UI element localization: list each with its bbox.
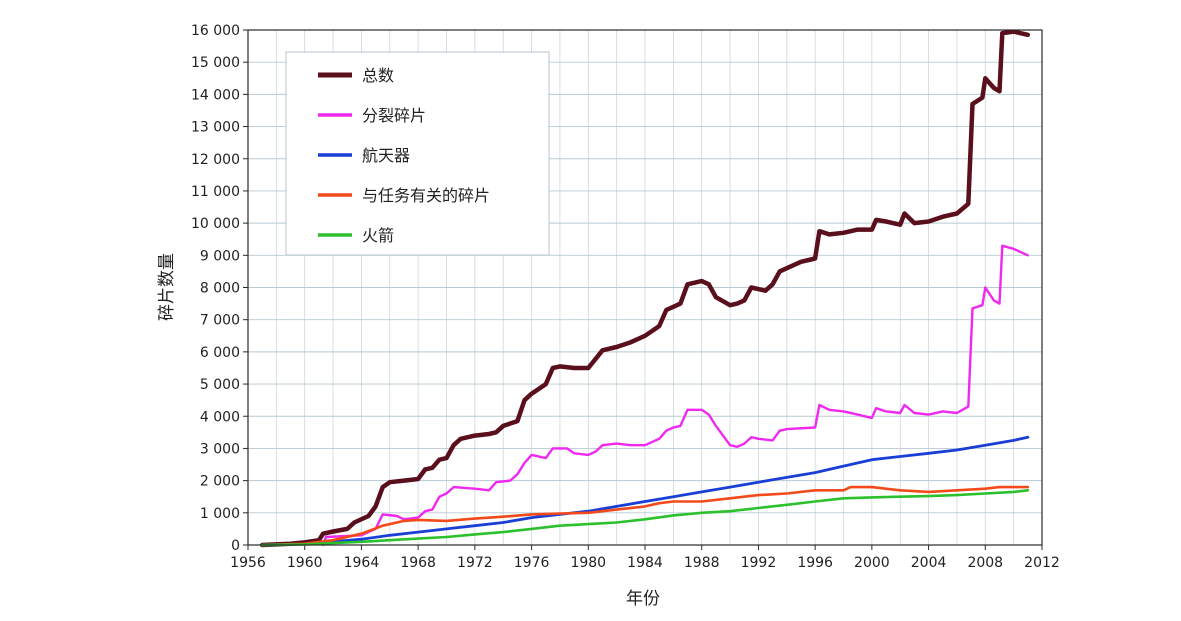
x-tick-label: 1972 <box>457 555 493 571</box>
series-line-5 <box>260 489 1030 547</box>
x-axis-title: 年份 <box>626 589 660 609</box>
y-tick-label: 5 000 <box>200 377 240 393</box>
x-tick-label: 1968 <box>400 555 436 571</box>
legend-label-5: 火箭 <box>362 226 394 245</box>
x-tick-label: 1992 <box>741 555 777 571</box>
x-tick-label: 1988 <box>684 555 720 571</box>
series-lines <box>259 29 1031 548</box>
y-tick-label: 7 000 <box>200 313 240 329</box>
x-tick-label: 2004 <box>911 555 947 571</box>
x-tick-label: 1964 <box>344 555 380 571</box>
x-tick-label: 1980 <box>570 555 606 571</box>
y-tick-label: 11 000 <box>191 184 240 200</box>
y-tick-label: 2 000 <box>200 474 240 490</box>
x-tick-label: 2012 <box>1024 555 1060 571</box>
series-line-4 <box>260 485 1030 547</box>
tick-labels: 1956 1960 1964 1968 1972 1976 1980 1984 1988 1992… <box>191 23 1060 571</box>
y-tick-label: 9 000 <box>200 248 240 264</box>
y-tick-label: 1 000 <box>200 506 240 522</box>
plot-frame <box>247 29 1043 546</box>
x-tick-label: 1960 <box>287 555 323 571</box>
series-line-2 <box>321 244 1029 547</box>
x-tick-label: 1996 <box>797 555 833 571</box>
legend-label-2: 分裂碎片 <box>362 106 426 125</box>
y-tick-label: 16 000 <box>191 23 240 39</box>
y-tick-label: 8 000 <box>200 281 240 297</box>
y-tick-label: 10 000 <box>191 216 240 232</box>
x-tick-label: 1956 <box>230 555 266 571</box>
x-tick-label: 2000 <box>854 555 890 571</box>
legend-label-1: 总数 <box>362 66 394 85</box>
series-line-1 <box>259 29 1031 548</box>
y-tick-label: 0 <box>231 538 240 554</box>
y-tick-label: 4 000 <box>200 409 240 425</box>
y-axis-title: 碎片数量 <box>157 253 177 321</box>
y-tick-label: 15 000 <box>191 55 240 71</box>
y-tick-label: 13 000 <box>191 120 240 136</box>
series-line-3 <box>260 435 1030 547</box>
x-tick-label: 1976 <box>514 555 550 571</box>
legend-label-4: 与任务有关的碎片 <box>362 186 490 205</box>
x-tick-label: 1984 <box>627 555 663 571</box>
x-tick-label: 2008 <box>967 555 1003 571</box>
y-tick-label: 12 000 <box>191 152 240 168</box>
legend-label-3: 航天器 <box>362 146 410 165</box>
y-tick-label: 3 000 <box>200 441 240 457</box>
y-tick-label: 6 000 <box>200 345 240 361</box>
y-tick-label: 14 000 <box>191 87 240 103</box>
